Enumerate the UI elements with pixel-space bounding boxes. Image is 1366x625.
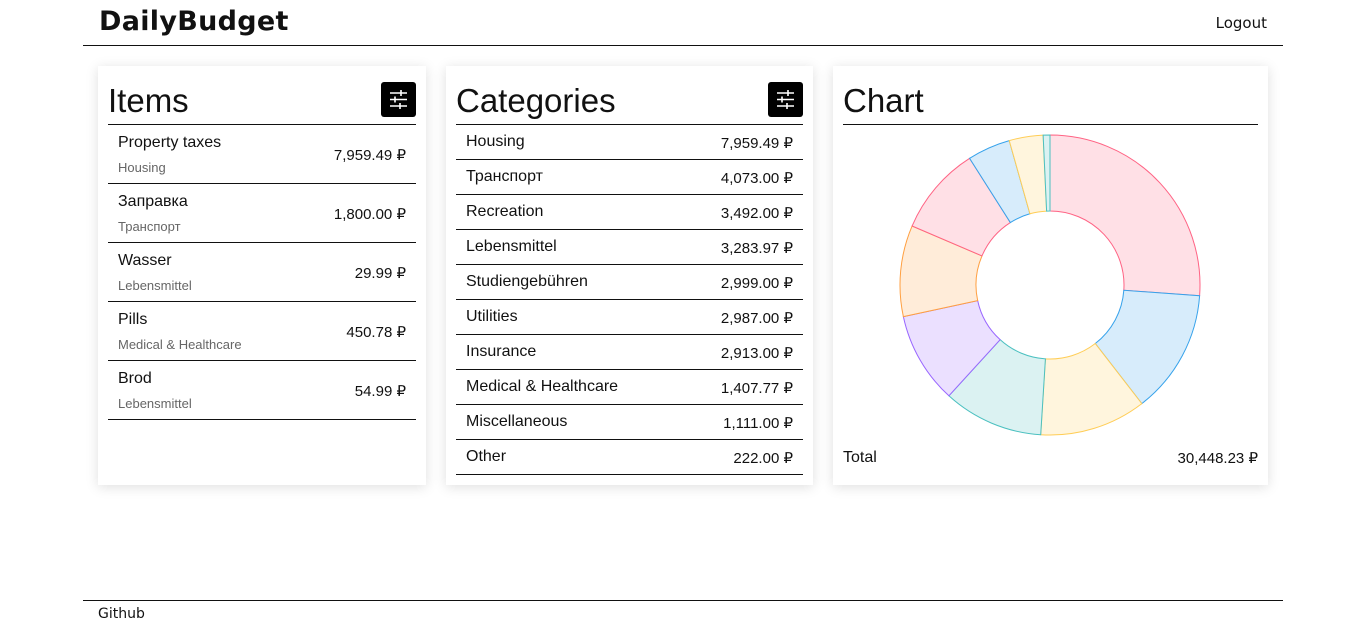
- chart-title: Chart: [843, 82, 924, 119]
- item-name: Заправка: [118, 193, 188, 210]
- categories-filter-button[interactable]: [768, 82, 803, 117]
- item-name: Pills: [118, 311, 148, 328]
- category-name: Other: [466, 448, 507, 465]
- category-amount: 3,283.97 ₽: [720, 240, 793, 257]
- category-name: Housing: [466, 133, 525, 150]
- category-row[interactable]: Medical & Healthcare 1,407.77 ₽: [456, 370, 803, 405]
- item-row[interactable]: Wasser Lebensmittel 29.99 ₽: [108, 243, 416, 302]
- category-name: Lebensmittel: [466, 238, 557, 255]
- items-title-divider: [108, 124, 416, 125]
- category-name: Miscellaneous: [466, 413, 568, 430]
- category-name: Insurance: [466, 343, 537, 360]
- item-category: Housing: [118, 160, 166, 175]
- category-amount: 222.00 ₽: [733, 450, 793, 467]
- item-amount: 450.78 ₽: [346, 324, 406, 341]
- category-row[interactable]: Lebensmittel 3,283.97 ₽: [456, 230, 803, 265]
- item-name: Property taxes: [118, 134, 222, 151]
- item-row[interactable]: Заправка Транспорт 1,800.00 ₽: [108, 184, 416, 243]
- total-value: 30,448.23 ₽: [1177, 450, 1258, 467]
- doughnut-chart[interactable]: [833, 66, 1268, 446]
- category-row[interactable]: Miscellaneous 1,111.00 ₽: [456, 405, 803, 440]
- category-name: Utilities: [466, 308, 518, 325]
- category-row[interactable]: Studiengebühren 2,999.00 ₽: [456, 265, 803, 300]
- logout-link[interactable]: Logout: [1215, 14, 1267, 32]
- categories-title-divider: [456, 124, 803, 125]
- category-amount: 1,111.00 ₽: [723, 415, 793, 432]
- categories-list: Housing 7,959.49 ₽ Транспорт 4,073.00 ₽ …: [456, 125, 803, 475]
- category-amount: 2,987.00 ₽: [720, 310, 793, 327]
- footer: Github: [83, 600, 1283, 625]
- category-amount: 4,073.00 ₽: [720, 170, 793, 187]
- category-row[interactable]: Housing 7,959.49 ₽: [456, 125, 803, 160]
- category-row[interactable]: Insurance 2,913.00 ₽: [456, 335, 803, 370]
- category-name: Medical & Healthcare: [466, 378, 619, 395]
- item-category: Lebensmittel: [118, 278, 192, 293]
- sliders-icon: [777, 90, 794, 109]
- chart-title-divider: [843, 124, 1258, 125]
- item-row[interactable]: Brod Lebensmittel 54.99 ₽: [108, 361, 416, 420]
- item-category: Lebensmittel: [118, 396, 192, 411]
- category-amount: 2,913.00 ₽: [720, 345, 793, 362]
- items-filter-button[interactable]: [381, 82, 416, 117]
- category-name: Recreation: [466, 203, 544, 220]
- brand-logo[interactable]: DailyBudget: [99, 6, 289, 37]
- categories-title: Categories: [456, 82, 616, 119]
- item-amount: 29.99 ₽: [354, 265, 406, 282]
- items-title: Items: [108, 82, 189, 119]
- sliders-icon: [390, 90, 407, 109]
- item-name: Wasser: [118, 252, 172, 269]
- item-row[interactable]: Property taxes Housing 7,959.49 ₽: [108, 125, 416, 184]
- category-amount: 3,492.00 ₽: [720, 205, 793, 222]
- category-row[interactable]: Utilities 2,987.00 ₽: [456, 300, 803, 335]
- category-name: Транспорт: [466, 168, 543, 185]
- total-label: Total: [843, 449, 877, 466]
- category-row[interactable]: Recreation 3,492.00 ₽: [456, 195, 803, 230]
- item-category: Транспорт: [118, 219, 181, 234]
- item-name: Brod: [118, 370, 152, 387]
- chart-panel: Chart Total 30,448.23 ₽: [833, 66, 1268, 485]
- category-amount: 2,999.00 ₽: [720, 275, 793, 292]
- category-amount: 1,407.77 ₽: [720, 380, 793, 397]
- chart-slice-housing[interactable]: [1049, 134, 1201, 297]
- categories-panel: Categories Housing 7,959.49 ₽ Транспорт …: [446, 66, 813, 485]
- category-row[interactable]: Транспорт 4,073.00 ₽: [456, 160, 803, 195]
- items-list: Property taxes Housing 7,959.49 ₽ Заправ…: [108, 125, 416, 420]
- item-amount: 54.99 ₽: [354, 383, 406, 400]
- category-row[interactable]: Other 222.00 ₽: [456, 440, 803, 475]
- item-amount: 7,959.49 ₽: [333, 147, 406, 164]
- item-amount: 1,800.00 ₽: [333, 206, 406, 223]
- items-panel: Items Property taxes Housing 7,959.49 ₽ …: [98, 66, 426, 485]
- item-row[interactable]: Pills Medical & Healthcare 450.78 ₽: [108, 302, 416, 361]
- top-navbar: DailyBudget Logout: [83, 0, 1283, 46]
- category-amount: 7,959.49 ₽: [720, 135, 793, 152]
- item-category: Medical & Healthcare: [118, 337, 242, 352]
- github-link[interactable]: Github: [98, 606, 145, 622]
- chart-slice-other[interactable]: [1042, 134, 1051, 212]
- category-name: Studiengebühren: [466, 273, 588, 290]
